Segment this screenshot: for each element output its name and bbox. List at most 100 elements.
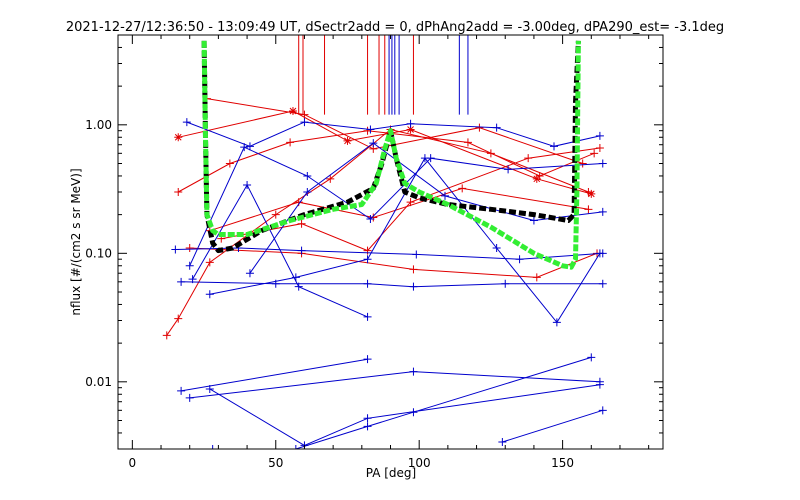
data-point: [326, 174, 335, 183]
data-point: [535, 171, 544, 180]
data-point: [412, 250, 421, 259]
series-line-7: [186, 121, 601, 147]
data-point: [205, 258, 214, 267]
data-point: [532, 273, 541, 282]
x-axis-label: PA [deg]: [366, 466, 416, 480]
data-point: [303, 188, 312, 197]
data-point: [598, 279, 607, 288]
data-point: [297, 246, 306, 255]
axes: 0 50 100 150 0.01 0.10 1.00: [85, 34, 663, 470]
x-tick-label: 50: [268, 456, 283, 470]
data-point: [182, 118, 191, 127]
data-point: [205, 384, 214, 393]
y-tick-label: 1.00: [85, 118, 112, 132]
data-point: [501, 279, 510, 288]
data-point: [515, 255, 524, 264]
data-point: [174, 314, 183, 323]
data-point: [441, 191, 449, 200]
data-point: [185, 243, 194, 252]
data-point: [406, 198, 415, 207]
data-point: [366, 214, 375, 223]
series-line-13: [181, 358, 368, 392]
data-point: [587, 353, 596, 362]
data-point: [504, 165, 513, 174]
series-line-1: [178, 110, 592, 195]
series-line-18: [249, 142, 603, 274]
data-point: [288, 107, 297, 116]
data-point: [162, 331, 171, 340]
x-tick-label: 100: [408, 456, 431, 470]
data-point: [409, 265, 418, 274]
data-point: [363, 422, 372, 431]
series-line-9: [181, 281, 603, 288]
data-point: [595, 249, 604, 258]
data-point: [587, 189, 596, 198]
data-point: [208, 445, 217, 449]
data-point: [343, 136, 352, 145]
series-line-17: [502, 409, 603, 443]
data-point: [185, 393, 194, 402]
data-point: [426, 154, 435, 163]
data-point: [584, 205, 593, 214]
data-point: [550, 142, 558, 151]
data-point: [286, 138, 295, 147]
x-tick-label: 150: [551, 456, 574, 470]
data-point: [409, 367, 418, 376]
data-point: [363, 355, 372, 364]
data-point: [205, 290, 214, 299]
y-tick-label: 0.01: [85, 375, 112, 389]
data-point: [300, 110, 309, 119]
series-line-16: [209, 384, 600, 446]
series-line-5: [221, 147, 600, 252]
data-point: [532, 174, 541, 183]
data-point: [529, 216, 538, 225]
data-point: [475, 123, 484, 132]
data-point: [300, 118, 309, 127]
data-point: [271, 210, 280, 219]
black-fit-curve: [201, 40, 581, 254]
data-series: [162, 94, 607, 449]
data-point: [303, 171, 312, 180]
data-point: [406, 125, 415, 134]
data-point: [177, 386, 186, 395]
data-point: [492, 123, 501, 132]
data-point: [245, 269, 254, 278]
green-fit-curve: [201, 40, 581, 270]
data-point: [595, 131, 604, 140]
data-point: [463, 138, 472, 147]
data-point: [578, 159, 587, 168]
data-point: [498, 438, 507, 447]
y-axis-label: nflux [#/(cm2 s sr MeV)]: [69, 168, 83, 315]
data-point: [363, 414, 372, 423]
data-point: [598, 207, 607, 216]
data-point: [177, 277, 186, 286]
data-point: [243, 181, 252, 190]
data-point: [185, 261, 194, 270]
series-line-0: [166, 128, 589, 336]
data-point: [458, 184, 467, 193]
model-curves: [201, 40, 581, 270]
data-point: [552, 318, 561, 327]
data-point: [598, 159, 607, 168]
data-point: [595, 144, 604, 153]
data-point: [245, 142, 254, 151]
data-point: [240, 143, 249, 152]
data-point: [524, 154, 533, 163]
data-point: [174, 188, 183, 197]
series-line-15: [212, 356, 592, 449]
data-point: [297, 219, 306, 228]
data-point: [369, 139, 378, 148]
vertical-markers: [298, 35, 469, 115]
data-point: [590, 149, 599, 158]
data-point: [294, 282, 303, 291]
data-point: [595, 380, 604, 389]
x-tick-label: 0: [129, 456, 137, 470]
data-point: [366, 125, 375, 134]
data-point: [291, 445, 300, 449]
data-point: [409, 282, 418, 291]
data-point: [363, 255, 372, 264]
chart-title: 2021-12-27/12:36:50 - 13:09:49 UT, dSect…: [66, 20, 724, 35]
y-tick-label: 0.10: [85, 246, 112, 260]
data-point: [406, 119, 415, 128]
